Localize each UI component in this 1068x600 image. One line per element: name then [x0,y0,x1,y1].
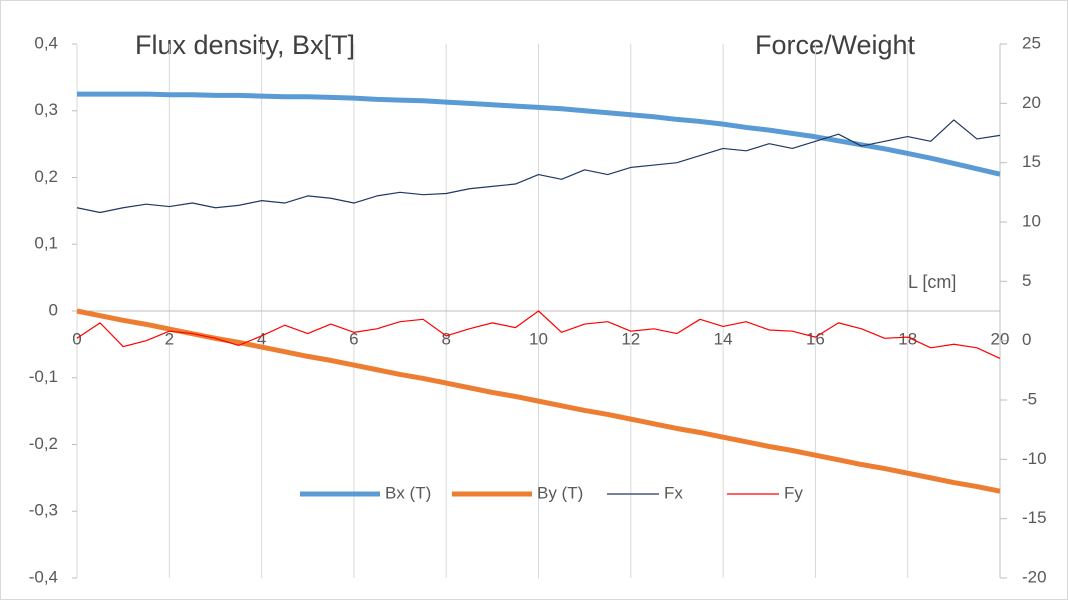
x-axis-label: L [cm] [908,272,956,292]
y-tick-label: 0,4 [34,33,58,52]
x-tick-label: 12 [621,329,640,348]
y2-tick-label: 15 [1022,152,1041,171]
y2-tick-label: 20 [1022,93,1041,112]
series-line [77,91,1001,177]
y-tick-label: -0,2 [29,434,58,453]
y-tick-label: 0,3 [34,100,58,119]
y2-tick-label: 25 [1022,33,1041,52]
x-tick-label: 8 [441,329,450,348]
x-tick-label: 6 [349,329,358,348]
y-tick-label: -0,1 [29,367,58,386]
y2-tick-label: 0 [1022,330,1031,349]
y-tick-label: -0,3 [29,501,58,520]
legend-label: Fx [664,483,683,502]
series-line [76,119,1001,214]
right-annotation: Force/Weight [755,30,916,60]
y2-tick-label: -15 [1022,508,1047,527]
y-tick-label: 0,1 [34,234,58,253]
y2-tick-label: 10 [1022,211,1041,230]
x-tick-label: 10 [529,329,548,348]
legend-label: Bx (T) [385,483,431,502]
x-tick-label: 0 [72,329,81,348]
legend-label: Fy [784,483,803,502]
series-line [76,308,1001,494]
x-tick-label: 18 [898,329,917,348]
y-tick-label: 0,2 [34,167,58,186]
y2-tick-label: -5 [1022,389,1037,408]
legend-label: By (T) [537,483,583,502]
x-tick-label: 2 [165,329,174,348]
x-tick-label: 4 [257,329,266,348]
x-tick-label: 14 [714,329,733,348]
y2-tick-label: 5 [1022,271,1031,290]
y2-tick-label: -20 [1022,567,1047,586]
y-tick-label: -0,4 [29,567,58,586]
left-annotation: Flux density, Bx[T] [135,30,355,60]
y-tick-label: 0 [49,300,58,319]
series-line [76,310,1001,360]
y2-tick-label: -10 [1022,449,1047,468]
